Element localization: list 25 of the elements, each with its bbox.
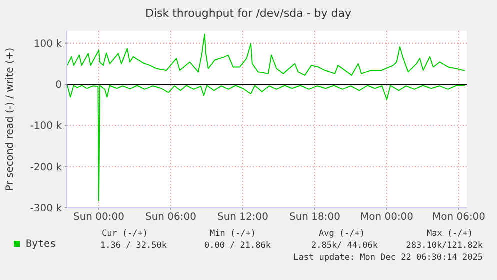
- y-tick-label: 100 k: [34, 38, 62, 50]
- x-tick-label: Mon 06:00: [432, 212, 486, 223]
- text: 283.10k/121.82k: [406, 241, 483, 251]
- y-tick-label: -200 k: [30, 162, 62, 174]
- text: Cur (-/+): [102, 229, 148, 239]
- x-tick-label: Mon 00:00: [360, 212, 414, 223]
- text: 1.36 / 32.50k: [100, 241, 167, 251]
- text: Min (-/+): [210, 229, 256, 239]
- text: Last update: Mon Dec 22 06:30:14 2025: [294, 253, 483, 263]
- y-axis-title: Pr second read (-) / write (+): [5, 48, 16, 192]
- line-series: [66, 84, 466, 202]
- line-series: [66, 34, 466, 76]
- x-tick-label: Sun 00:00: [73, 212, 125, 223]
- y-tick-label: -300 k: [30, 204, 62, 214]
- x-tick-label: Sun 18:00: [289, 212, 341, 223]
- text: 2.85k/ 44.06k: [311, 241, 378, 251]
- x-tick-label: Sun 12:00: [217, 212, 269, 223]
- text: Max (-/+): [426, 229, 474, 239]
- y-tick-label: -100 k: [30, 121, 62, 132]
- x-tick-label: Sun 06:00: [145, 212, 197, 223]
- text: 0.00 / 21.86k: [204, 241, 271, 251]
- y-tick-label: 0: [56, 80, 62, 92]
- text: Avg (-/+): [318, 229, 366, 239]
- legend-label: Bytes: [26, 239, 56, 250]
- chart-title: Disk throughput for /dev/sda - by day: [145, 7, 352, 20]
